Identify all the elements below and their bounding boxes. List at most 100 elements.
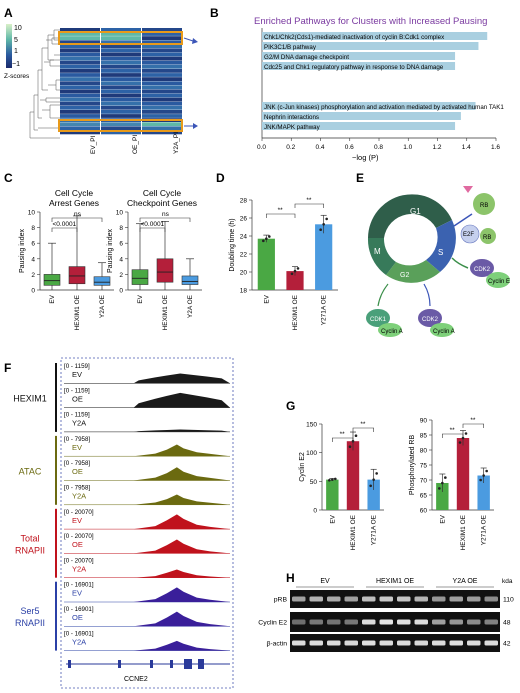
phase-m-label: M <box>374 247 381 256</box>
blot-band <box>414 640 428 646</box>
blot-band <box>397 596 411 602</box>
blot-band <box>449 640 463 646</box>
colorbar-label: Z-scores <box>4 73 30 80</box>
data-point <box>262 239 265 243</box>
bar-sig: ** <box>470 417 476 424</box>
data-point <box>354 434 358 437</box>
heatmap-cell <box>60 73 100 77</box>
cdk1-blob <box>366 309 390 327</box>
heatmap-cell <box>142 44 182 49</box>
data-point <box>268 235 271 238</box>
pathway-bar <box>262 42 479 50</box>
blot-band <box>414 596 428 602</box>
blot-row <box>290 612 500 632</box>
box-ev <box>43 274 61 286</box>
arrow-icon <box>453 213 473 227</box>
heatmap-cell <box>142 97 182 102</box>
heatmap-cell <box>101 126 141 131</box>
heatmap-cell <box>142 60 182 65</box>
bar-group-label: HEXIM1 OE <box>292 294 299 330</box>
bar-sig: ** <box>450 427 456 434</box>
blot-band <box>414 619 428 625</box>
cdk2-a-label: CDK2 <box>422 317 439 323</box>
panel-c-ytick: 2 <box>119 272 123 279</box>
panel-f-tracks: HEXIM1[0 - 1159]EV[0 - 1159]OE[0 - 1159]… <box>13 363 230 651</box>
bar-ytick: 65 <box>420 493 428 500</box>
heatmap-cell <box>142 122 182 127</box>
blot-band <box>362 640 376 646</box>
bar-ytick: 20 <box>240 270 248 277</box>
phase-g2-label: G2 <box>400 272 409 279</box>
data-point <box>375 472 378 475</box>
panel-b-xtick: 0.4 <box>316 144 325 151</box>
panel-e-cell-cycle: G1 S G2 M RB E2F RB CDK2 Cyclin E CDK2 C… <box>366 186 510 337</box>
track-label: Y2A <box>72 564 86 573</box>
data-point <box>458 441 462 444</box>
heatmap-cell <box>101 110 141 114</box>
panel-b-xtick: 0.2 <box>286 144 295 151</box>
pathway-bar <box>262 102 476 110</box>
blot-band <box>397 619 411 625</box>
pathway-bar-label: PIK3C1/B pathway <box>264 44 317 51</box>
heatmap-highlight-top <box>58 31 183 45</box>
track-group-label: ATAC <box>19 466 42 476</box>
blot-band <box>309 640 323 646</box>
heatmap-cell <box>60 69 100 73</box>
cdk2-label: CDK2 <box>474 267 491 273</box>
data-point <box>334 477 337 481</box>
bar-group-label: HEXIM1 OE <box>460 514 467 550</box>
data-point <box>296 267 300 270</box>
panel-label-a: A <box>4 6 13 20</box>
signal-track <box>133 514 230 530</box>
panel-label-d: D <box>216 171 225 185</box>
blot-band <box>432 596 446 602</box>
track-group-label: RNAPII <box>15 618 45 628</box>
panel-h-western-blot: EV HEXIM1 OE Y2A OE kda pRB 110 Cyclin E2 48 β-a… <box>258 578 514 652</box>
heatmap-cell <box>60 32 100 36</box>
panel-c-ytick: 0 <box>119 288 123 295</box>
panel-b-xtick: 1.0 <box>403 144 412 151</box>
data-point <box>372 478 375 481</box>
panel-c-group-label: Y2A OE <box>99 294 106 318</box>
heatmap-cell <box>60 81 100 86</box>
panel-b-title: Enriched Pathways for Clusters with Incr… <box>254 16 487 27</box>
heatmap-cell <box>101 32 141 36</box>
heatmap-cell <box>60 60 100 65</box>
kda-label: kda <box>502 578 513 585</box>
panel-c-sig: <0.0001 <box>141 221 165 228</box>
colorbar-tick-minus1: −1 <box>12 61 20 68</box>
signal-track <box>133 539 230 554</box>
cycle-arc-s <box>426 220 456 272</box>
blot-band <box>449 596 463 602</box>
heatmap-cell <box>101 101 141 106</box>
signal-track <box>133 587 230 602</box>
blot-band <box>362 619 376 625</box>
bar-sig: ** <box>278 207 284 214</box>
signal-track <box>133 392 230 408</box>
colorbar-tick-1: 1 <box>14 48 18 55</box>
heatmap-cell <box>142 73 182 77</box>
blot-band <box>309 596 323 602</box>
data-point <box>319 228 322 231</box>
panel-c-ytick: 8 <box>119 225 123 232</box>
arrow-icon <box>423 283 431 307</box>
panel-label-b: B <box>210 6 219 20</box>
blot-band <box>432 619 446 625</box>
blot-band <box>344 640 358 646</box>
heatmap-cell <box>60 122 100 127</box>
heatmap-cell <box>60 89 100 94</box>
e2f-blob <box>460 224 480 244</box>
heatmap-cell <box>142 89 182 94</box>
bar-ytick: 26 <box>240 216 248 223</box>
blot-kda: 110 <box>503 597 514 604</box>
blot-band <box>379 596 393 602</box>
panel-b-barchart: Chk1/Chk2(Cds1)-mediated inactivation of… <box>257 28 504 162</box>
rb-label-2: RB <box>483 235 491 241</box>
track-range: [0 - 7958] <box>64 436 90 443</box>
heatmap-cell <box>101 52 141 57</box>
bar-group-label: EV <box>329 514 336 523</box>
heatmap-cell <box>142 126 182 131</box>
data-point <box>369 484 372 488</box>
panel-c-ytick: 4 <box>119 256 123 263</box>
heatmap-cell <box>60 130 100 135</box>
